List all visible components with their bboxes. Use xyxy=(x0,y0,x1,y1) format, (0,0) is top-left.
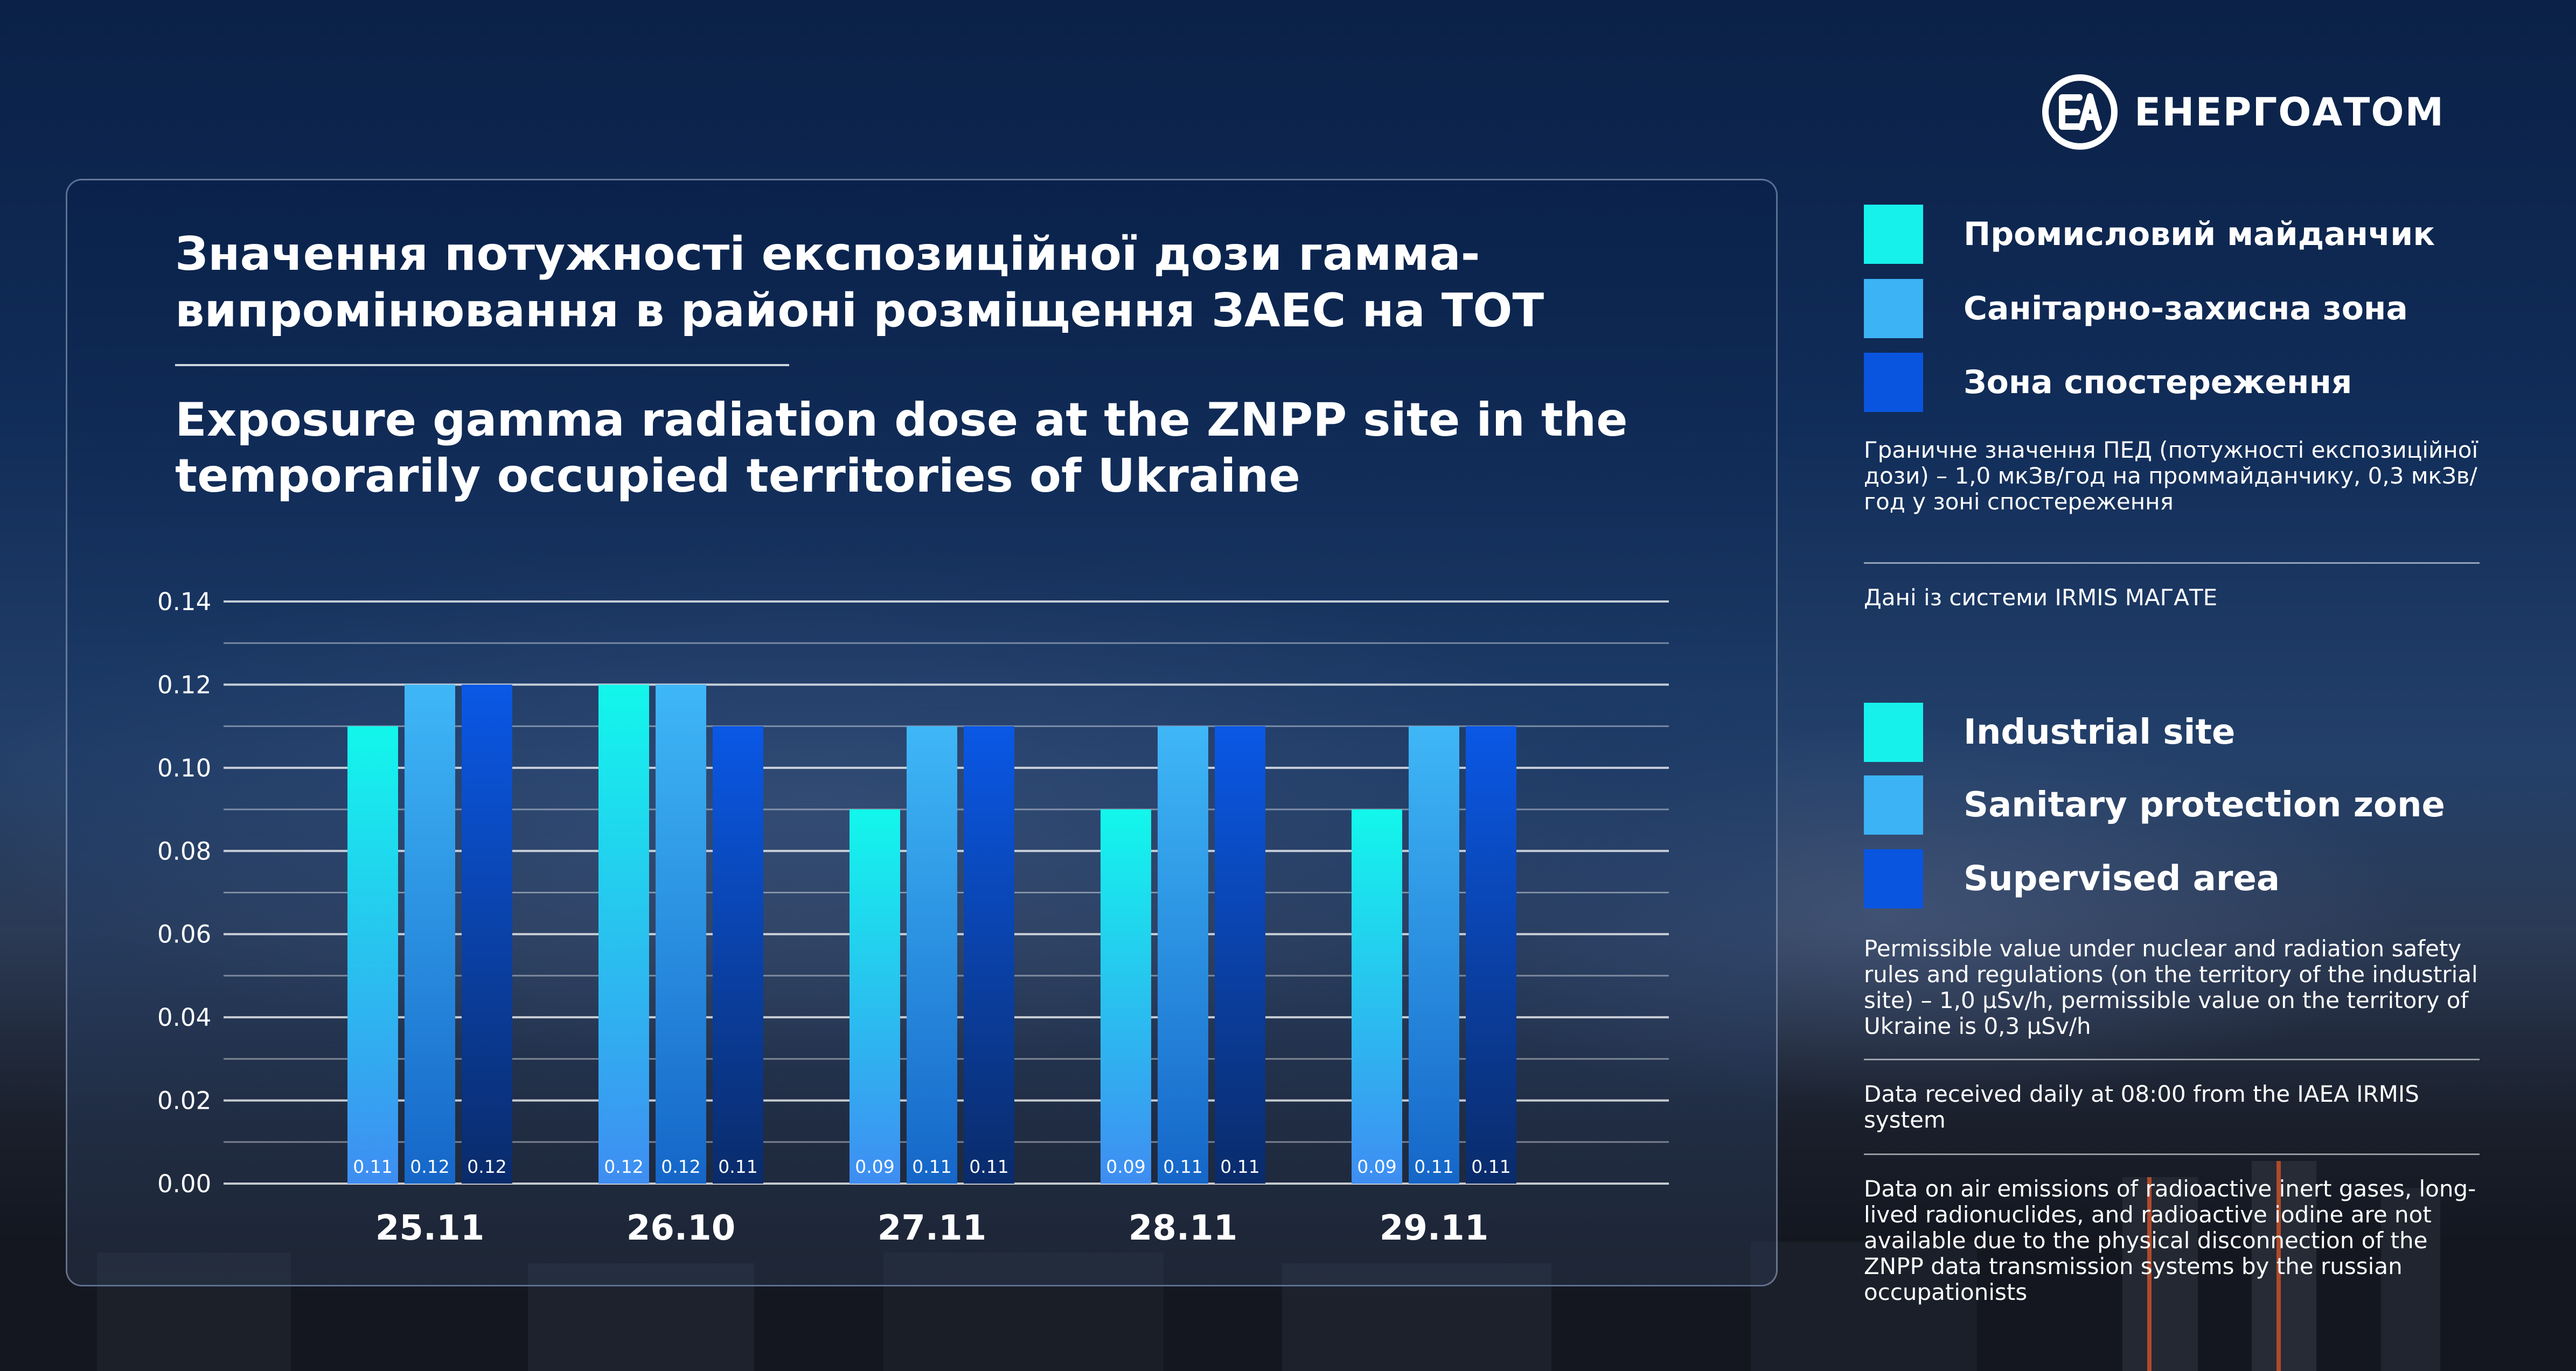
bar-value-label: 0.11 xyxy=(912,1156,951,1177)
bar xyxy=(1101,809,1151,1184)
legend-item-supervised-en: Supervised area xyxy=(1864,849,2280,908)
x-category-label: 26.10 xyxy=(626,1208,735,1248)
brand-name: ЕНЕРГОАТОМ xyxy=(2134,89,2445,135)
chart-title-ua: Значення потужності експозиційної дози г… xyxy=(175,227,1544,338)
bar-value-label: 0.11 xyxy=(718,1156,757,1177)
bar xyxy=(1466,726,1516,1184)
bar-value-label: 0.09 xyxy=(1106,1156,1145,1177)
legend-swatch xyxy=(1864,775,1923,835)
y-tick-label: 0.02 xyxy=(157,1087,211,1115)
x-category-label: 28.11 xyxy=(1129,1208,1237,1248)
bar-value-label: 0.11 xyxy=(1163,1156,1202,1177)
bar xyxy=(1409,726,1459,1184)
y-tick-label: 0.10 xyxy=(157,754,211,782)
legend-swatch xyxy=(1864,279,1923,338)
bar xyxy=(462,684,512,1184)
y-tick-label: 0.00 xyxy=(157,1170,211,1198)
energoatom-logo: ЕНЕРГОАТОМ xyxy=(2042,72,2445,152)
y-tick-label: 0.04 xyxy=(157,1003,211,1032)
legend-item-sanitary-en: Sanitary protection zone xyxy=(1864,775,2445,835)
bar xyxy=(347,726,398,1184)
bar xyxy=(1352,809,1402,1184)
energoatom-emblem-icon xyxy=(2042,74,2118,150)
y-tick-label: 0.06 xyxy=(157,920,211,949)
bar-value-label: 0.12 xyxy=(604,1156,643,1177)
emissions-note-en: Data on air emissions of radioactive ine… xyxy=(1864,1176,2476,1305)
legend-item-industrial-ua: Промисловий майданчик xyxy=(1864,205,2435,264)
bar xyxy=(405,684,455,1184)
title-divider xyxy=(175,364,789,366)
source-note-en: Data received daily at 08:00 from the IA… xyxy=(1864,1081,2419,1133)
legend-swatch xyxy=(1864,849,1923,908)
bar xyxy=(713,726,763,1184)
legend-swatch xyxy=(1864,353,1923,412)
legend-label: Sanitary protection zone xyxy=(1964,785,2445,825)
bar-value-label: 0.11 xyxy=(1471,1156,1510,1177)
legend-label: Зона спостереження xyxy=(1964,363,2352,401)
chart-title-en: Exposure gamma radiation dose at the ZNP… xyxy=(175,393,1628,503)
x-category-label: 27.11 xyxy=(878,1208,986,1248)
legend-swatch xyxy=(1864,703,1923,762)
bar-value-label: 0.11 xyxy=(353,1156,392,1177)
legend-item-sanitary-ua: Санітарно-захисна зона xyxy=(1864,279,2408,338)
bar-value-label: 0.12 xyxy=(661,1156,700,1177)
limit-note-ua: Граничне значення ПЕД (потужності експоз… xyxy=(1864,437,2478,515)
bar xyxy=(598,684,649,1184)
legend-label: Санітарно-захисна зона xyxy=(1964,290,2408,327)
bar-value-label: 0.11 xyxy=(1414,1156,1453,1177)
y-tick-label: 0.14 xyxy=(157,587,211,616)
bar-value-label: 0.12 xyxy=(467,1156,506,1177)
y-tick-label: 0.08 xyxy=(157,837,211,865)
bar xyxy=(1158,726,1208,1184)
legend-label: Supervised area xyxy=(1964,859,2280,899)
legend-item-industrial-en: Industrial site xyxy=(1864,703,2235,762)
bar-value-label: 0.11 xyxy=(969,1156,1008,1177)
legend-item-supervised-ua: Зона спостереження xyxy=(1864,353,2352,412)
legend-label: Industrial site xyxy=(1964,712,2236,752)
bar xyxy=(1215,726,1265,1184)
bar-value-label: 0.09 xyxy=(855,1156,894,1177)
note-divider xyxy=(1864,1153,2480,1155)
bar-value-label: 0.11 xyxy=(1220,1156,1259,1177)
limit-note-en: Permissible value under nuclear and radi… xyxy=(1864,935,2478,1039)
note-divider xyxy=(1864,1059,2480,1060)
bar-value-label: 0.12 xyxy=(410,1156,449,1177)
x-category-label: 25.11 xyxy=(375,1208,484,1248)
bar xyxy=(907,726,957,1184)
legend-swatch xyxy=(1864,205,1923,264)
bar xyxy=(656,684,706,1184)
bar-value-label: 0.09 xyxy=(1357,1156,1396,1177)
note-divider xyxy=(1864,562,2480,564)
legend-label: Промисловий майданчик xyxy=(1964,215,2435,253)
x-category-label: 29.11 xyxy=(1380,1208,1488,1248)
bar xyxy=(964,726,1014,1184)
bar xyxy=(850,809,900,1184)
y-tick-label: 0.12 xyxy=(157,670,211,699)
source-note-ua: Дані із системи IRMIS МАГАТЕ xyxy=(1864,584,2218,611)
